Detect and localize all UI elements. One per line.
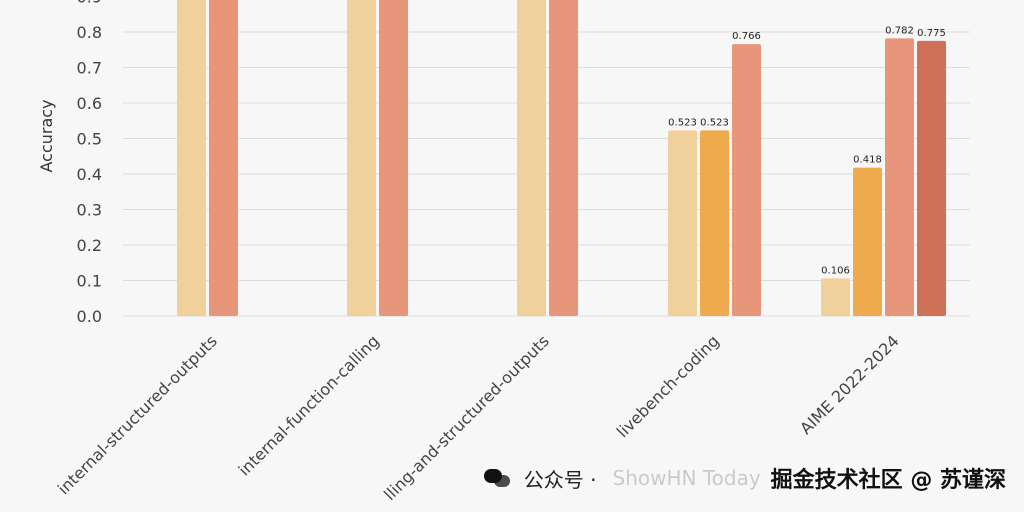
watermark-ghost-text: ShowHN Today [612, 466, 761, 490]
data-label: 0.766 [732, 31, 761, 42]
bar [209, 0, 238, 316]
bar [700, 130, 729, 316]
y-tick-labels: 0.0 0.1 0.2 0.3 0.4 0.5 0.6 0.7 0.8 0.9 [77, 0, 102, 326]
watermark: 公众号 · ShowHN Today 掘金技术社区 @ 苏谨深 [483, 462, 1006, 494]
bar [379, 0, 408, 316]
watermark-main-text: 掘金技术社区 @ 苏谨深 [770, 468, 1006, 493]
data-label: 0.523 [668, 117, 697, 128]
bar [549, 0, 578, 316]
y-tick-label: 0.0 [77, 307, 102, 326]
y-tick-label: 0.1 [77, 272, 102, 291]
y-axis-label: Accuracy [37, 99, 56, 172]
y-tick-label: 0.9 [77, 0, 102, 7]
data-label: 0.782 [885, 25, 914, 36]
bars [177, 0, 946, 316]
x-tick-label: AIME 2022-2024 [796, 331, 903, 438]
bar [177, 0, 206, 316]
x-tick-label: internal-function-calling [235, 331, 383, 479]
data-label: 0.106 [821, 265, 850, 276]
data-label: 0.775 [917, 28, 946, 39]
gridlines [123, 31, 970, 317]
bar [853, 167, 882, 316]
y-tick-label: 0.8 [77, 23, 102, 42]
bar [885, 38, 914, 316]
y-tick-label: 0.4 [77, 165, 102, 184]
y-tick-label: 0.2 [77, 236, 102, 255]
bar [821, 278, 850, 316]
wechat-icon [483, 467, 514, 489]
bar [347, 0, 376, 316]
y-tick-label: 0.6 [77, 94, 102, 113]
x-tick-label: internal-structured-outputs [54, 331, 221, 498]
data-label: 0.523 [700, 117, 729, 128]
bar [917, 40, 946, 316]
bar [732, 44, 761, 316]
bar [517, 0, 546, 316]
bar [668, 130, 697, 316]
x-tick-label: livebench-coding [613, 331, 723, 441]
y-tick-label: 0.7 [77, 59, 102, 78]
watermark-public-label: 公众号 · [523, 467, 597, 492]
y-tick-label: 0.5 [77, 130, 102, 149]
data-label: 0.418 [853, 155, 882, 166]
y-tick-label: 0.3 [77, 201, 102, 220]
data-labels: 0.523 0.523 0.766 0.106 0.418 0.782 0.775 [668, 25, 946, 276]
